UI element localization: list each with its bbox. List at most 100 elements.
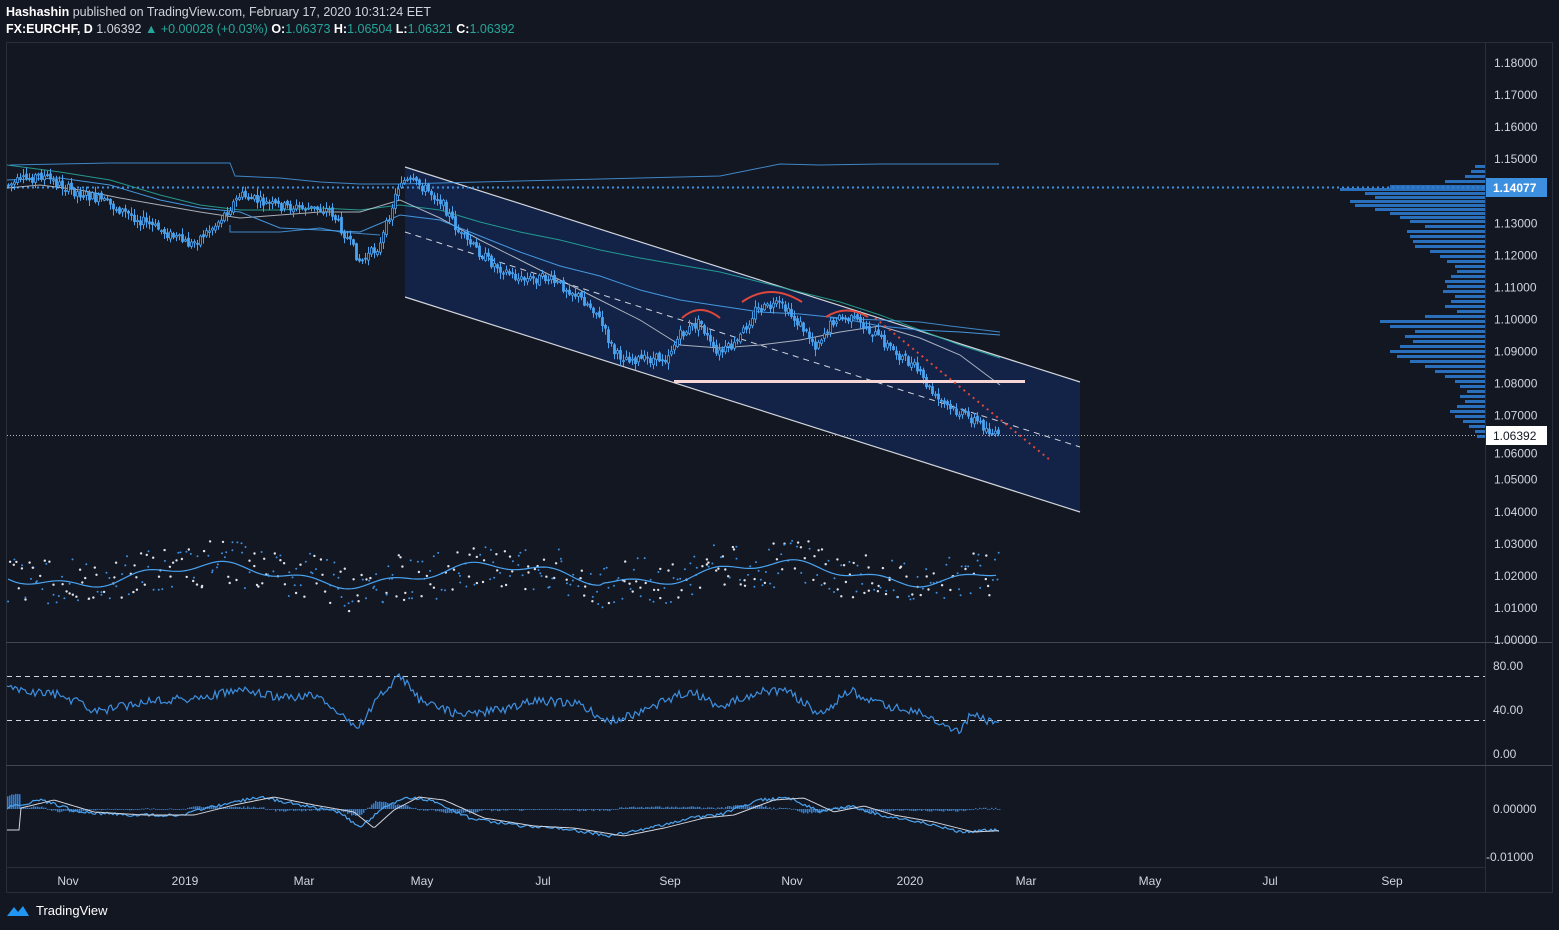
macd-histogram-bar	[561, 809, 563, 810]
indicator-dot	[935, 591, 938, 594]
volume-profile-bar	[1455, 415, 1485, 418]
author-name[interactable]: Hashashin	[6, 5, 70, 19]
macd-histogram-bar	[629, 807, 631, 809]
red-trendline[interactable]	[874, 317, 1051, 461]
candle-body	[688, 326, 691, 334]
macd-signal-line[interactable]	[7, 796, 1000, 837]
macd-histogram-bar	[607, 809, 609, 811]
macd-histogram	[7, 793, 1001, 816]
candle-body	[115, 208, 118, 211]
macd-histogram-bar	[811, 809, 813, 814]
channel-midline[interactable]	[404, 231, 1081, 448]
macd-histogram-bar	[965, 809, 967, 811]
indicator-dot	[964, 567, 967, 571]
candle-body	[709, 335, 712, 342]
macd-histogram-bar	[441, 809, 443, 812]
indicator-dot	[885, 589, 888, 592]
macd-histogram-bar	[267, 808, 269, 810]
candle-body	[568, 289, 571, 295]
indicator-dot	[680, 589, 683, 592]
lower-band-line[interactable]	[229, 225, 381, 236]
volume-profile-bar	[1407, 230, 1485, 233]
tradingview-logo[interactable]: TradingView	[6, 903, 108, 918]
rsi-pane[interactable]	[7, 672, 1485, 735]
macd-histogram-bar	[245, 808, 247, 809]
left-shoulder-arc[interactable]	[681, 309, 721, 319]
indicator-dot	[100, 591, 103, 594]
indicator-dot	[326, 558, 328, 561]
macd-line[interactable]	[7, 795, 1000, 838]
macd-histogram-bar	[813, 809, 815, 813]
channel-upper-line[interactable]	[404, 166, 1081, 383]
macd-histogram-bar	[131, 809, 133, 811]
macd-histogram-bar	[285, 809, 287, 812]
macd-histogram-bar	[873, 809, 875, 811]
symbol-name[interactable]: FX:EURCHF, D	[6, 22, 93, 36]
rsi-line[interactable]	[7, 672, 1000, 735]
channel-lower-line[interactable]	[404, 296, 1081, 513]
macd-histogram-bar	[567, 809, 569, 811]
macd-histogram-bar	[243, 806, 245, 809]
indicator-dot	[482, 559, 486, 562]
macd-histogram-bar	[523, 809, 525, 811]
candle-body	[385, 220, 388, 235]
candle-body	[313, 206, 316, 209]
indicator-dot	[665, 602, 668, 604]
indicator-dot	[605, 566, 608, 569]
moving-average-white[interactable]	[7, 184, 1001, 386]
indicator-dot	[479, 553, 482, 556]
indicator-dot	[577, 585, 580, 588]
candle-body	[496, 264, 499, 269]
price-axis[interactable]: 1.18000 1.17000 1.16000 1.15000 1.13000 1.120…	[1494, 56, 1538, 647]
macd-pane[interactable]	[7, 793, 1001, 838]
candle-body	[343, 231, 346, 239]
indicator-dot	[984, 577, 987, 581]
head-arc[interactable]	[741, 291, 803, 303]
indicator-dot	[780, 553, 783, 556]
macd-histogram-bar	[557, 809, 559, 810]
price-tick-1-05000: 1.05000	[1494, 473, 1538, 487]
macd-histogram-bar	[647, 807, 649, 809]
macd-histogram-bar	[185, 809, 187, 810]
macd-histogram-bar	[371, 804, 373, 809]
candle-body	[268, 201, 271, 204]
price-candles[interactable]	[7, 167, 1000, 437]
indicator-dot	[288, 571, 291, 574]
indicator-dot	[416, 560, 419, 563]
price-pane[interactable]	[7, 162, 1485, 613]
macd-histogram-bar	[393, 804, 395, 809]
macd-histogram-bar	[149, 809, 151, 810]
macd-histogram-bar	[17, 794, 19, 809]
indicator-dot	[711, 562, 714, 565]
candle-body	[592, 307, 595, 314]
upper-band-line[interactable]	[9, 162, 999, 185]
macd-histogram-bar	[571, 809, 573, 811]
indicator-dot	[343, 604, 346, 607]
indicator-dot	[749, 565, 752, 568]
macd-histogram-bar	[77, 809, 79, 812]
candle-body	[451, 211, 454, 219]
macd-histogram-bar	[163, 809, 165, 810]
candle-body	[979, 420, 982, 423]
volume-profile-bar	[1475, 165, 1485, 168]
candle-body	[430, 190, 433, 196]
moving-average-green[interactable]	[7, 164, 1001, 359]
candle-body	[481, 256, 484, 260]
candle-body	[985, 427, 988, 433]
time-label-2: Mar	[294, 874, 315, 888]
indicator-dot	[447, 565, 450, 568]
macd-histogram-bar	[187, 808, 189, 809]
time-axis[interactable]: Nov 2019 Mar May Jul Sep Nov 2020 Mar May Jul Sep	[57, 874, 1403, 888]
macd-histogram-bar	[533, 809, 535, 811]
right-shoulder-arc[interactable]	[825, 309, 869, 318]
time-label-4: Jul	[535, 874, 550, 888]
indicator-dot	[728, 576, 731, 579]
macd-histogram-bar	[493, 809, 495, 811]
macd-histogram-bar	[879, 809, 881, 812]
indicator-dot	[631, 590, 634, 593]
price-tick-1-13000: 1.13000	[1494, 216, 1538, 230]
candle-body	[328, 208, 331, 211]
macd-histogram-bar	[573, 809, 575, 810]
macd-histogram-bar	[25, 807, 27, 809]
